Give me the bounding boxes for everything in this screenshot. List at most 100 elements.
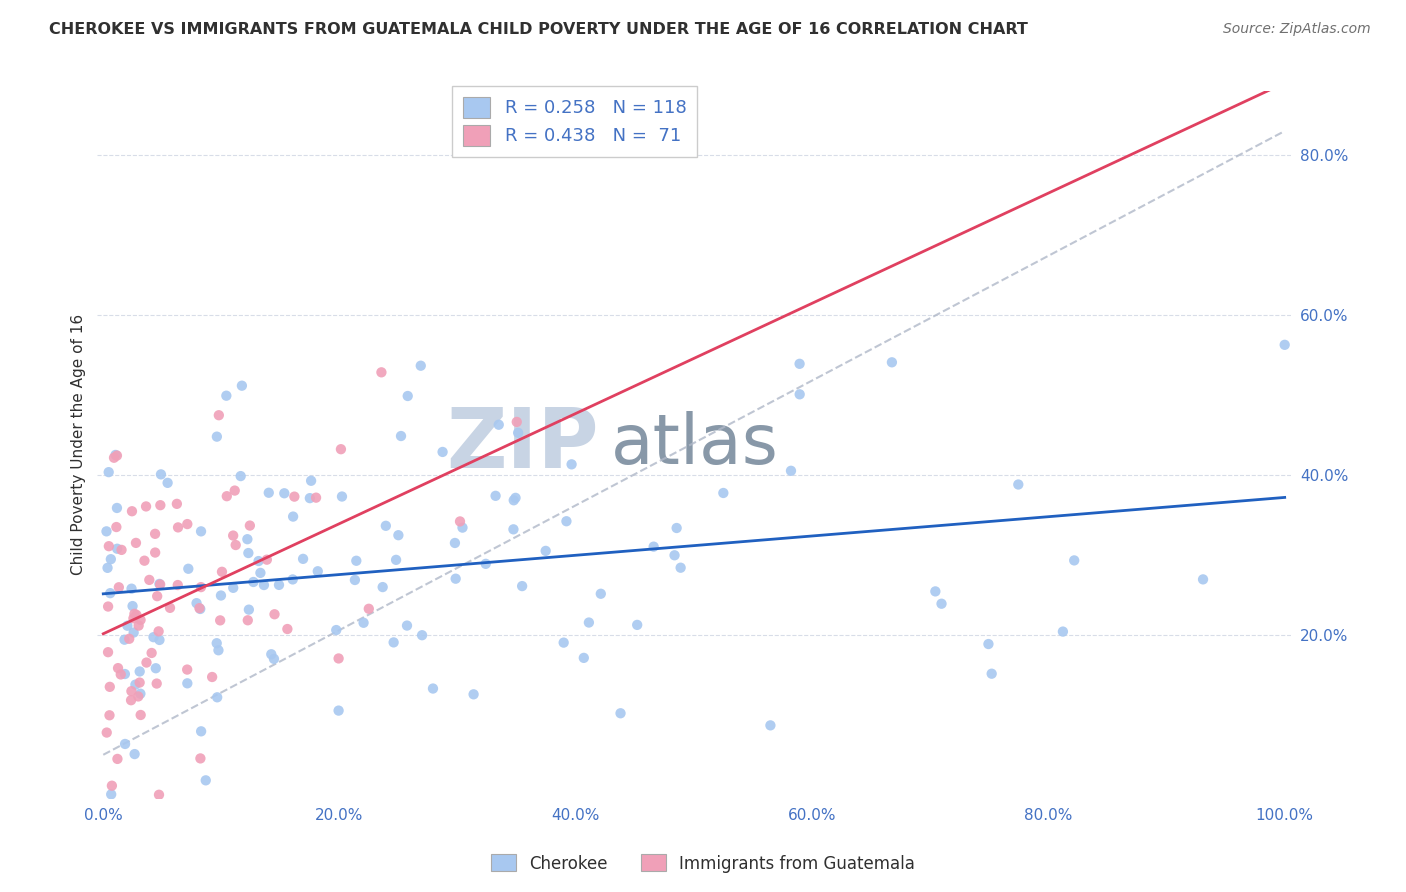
Point	[166, 578, 188, 592]
Point	[357, 601, 380, 615]
Point	[129, 613, 152, 627]
Point	[225, 538, 247, 552]
Point	[176, 676, 198, 690]
Point	[224, 483, 246, 498]
Point	[371, 580, 394, 594]
Point	[382, 635, 405, 649]
Point	[510, 579, 533, 593]
Point	[103, 450, 125, 465]
Point	[236, 613, 259, 627]
Point	[880, 355, 903, 369]
Point	[120, 693, 142, 707]
Point	[555, 514, 578, 528]
Point	[449, 515, 471, 529]
Point	[190, 580, 212, 594]
Point	[148, 624, 170, 639]
Point	[1192, 573, 1215, 587]
Point	[114, 667, 136, 681]
Point	[124, 607, 146, 621]
Point	[121, 504, 143, 518]
Point	[789, 357, 811, 371]
Point	[253, 578, 276, 592]
Point	[114, 632, 136, 647]
Point	[149, 467, 172, 482]
Point	[534, 544, 557, 558]
Point	[128, 665, 150, 679]
Text: CHEROKEE VS IMMIGRANTS FROM GUATEMALA CHILD POVERTY UNDER THE AGE OF 16 CORRELAT: CHEROKEE VS IMMIGRANTS FROM GUATEMALA CH…	[49, 22, 1028, 37]
Point	[201, 670, 224, 684]
Point	[110, 667, 132, 681]
Point	[100, 552, 122, 566]
Point	[148, 577, 170, 591]
Point	[188, 601, 211, 615]
Point	[589, 587, 612, 601]
Point	[176, 663, 198, 677]
Point	[129, 708, 152, 723]
Point	[411, 628, 433, 642]
Point	[127, 690, 149, 704]
Point	[665, 521, 688, 535]
Point	[159, 600, 181, 615]
Point	[444, 536, 467, 550]
Point	[488, 417, 510, 432]
Point	[257, 485, 280, 500]
Point	[759, 718, 782, 732]
Point	[105, 500, 128, 515]
Point	[108, 580, 131, 594]
Point	[100, 788, 122, 802]
Point	[263, 652, 285, 666]
Point	[502, 522, 524, 536]
Point	[451, 521, 474, 535]
Point	[626, 618, 648, 632]
Point	[142, 630, 165, 644]
Point	[129, 687, 152, 701]
Point	[156, 475, 179, 490]
Point	[105, 520, 128, 534]
Point	[190, 524, 212, 539]
Point	[1274, 338, 1296, 352]
Point	[643, 540, 665, 554]
Point	[276, 622, 298, 636]
Legend: R = 0.258   N = 118, R = 0.438   N =  71: R = 0.258 N = 118, R = 0.438 N = 71	[453, 86, 697, 156]
Point	[114, 737, 136, 751]
Point	[578, 615, 600, 630]
Point	[307, 564, 329, 578]
Point	[236, 532, 259, 546]
Point	[561, 458, 583, 472]
Point	[283, 490, 305, 504]
Point	[222, 581, 245, 595]
Point	[298, 491, 321, 505]
Point	[711, 486, 734, 500]
Point	[149, 577, 172, 591]
Point	[98, 586, 121, 600]
Point	[281, 573, 304, 587]
Point	[205, 430, 228, 444]
Point	[117, 618, 139, 632]
Point	[141, 646, 163, 660]
Point	[105, 541, 128, 556]
Point	[572, 651, 595, 665]
Point	[292, 552, 315, 566]
Point	[273, 486, 295, 500]
Point	[97, 465, 120, 479]
Point	[609, 706, 631, 721]
Point	[343, 573, 366, 587]
Point	[143, 526, 166, 541]
Point	[502, 493, 524, 508]
Point	[118, 632, 141, 646]
Point	[186, 596, 208, 610]
Point	[149, 498, 172, 512]
Point	[215, 389, 238, 403]
Point	[328, 704, 350, 718]
Y-axis label: Child Poverty Under the Age of 16: Child Poverty Under the Age of 16	[72, 314, 86, 575]
Point	[505, 491, 527, 505]
Point	[211, 565, 233, 579]
Point	[148, 788, 170, 802]
Point	[98, 708, 121, 723]
Point	[780, 464, 803, 478]
Point	[325, 623, 347, 637]
Point	[387, 528, 409, 542]
Point	[97, 599, 120, 614]
Point	[263, 607, 285, 622]
Point	[190, 751, 212, 765]
